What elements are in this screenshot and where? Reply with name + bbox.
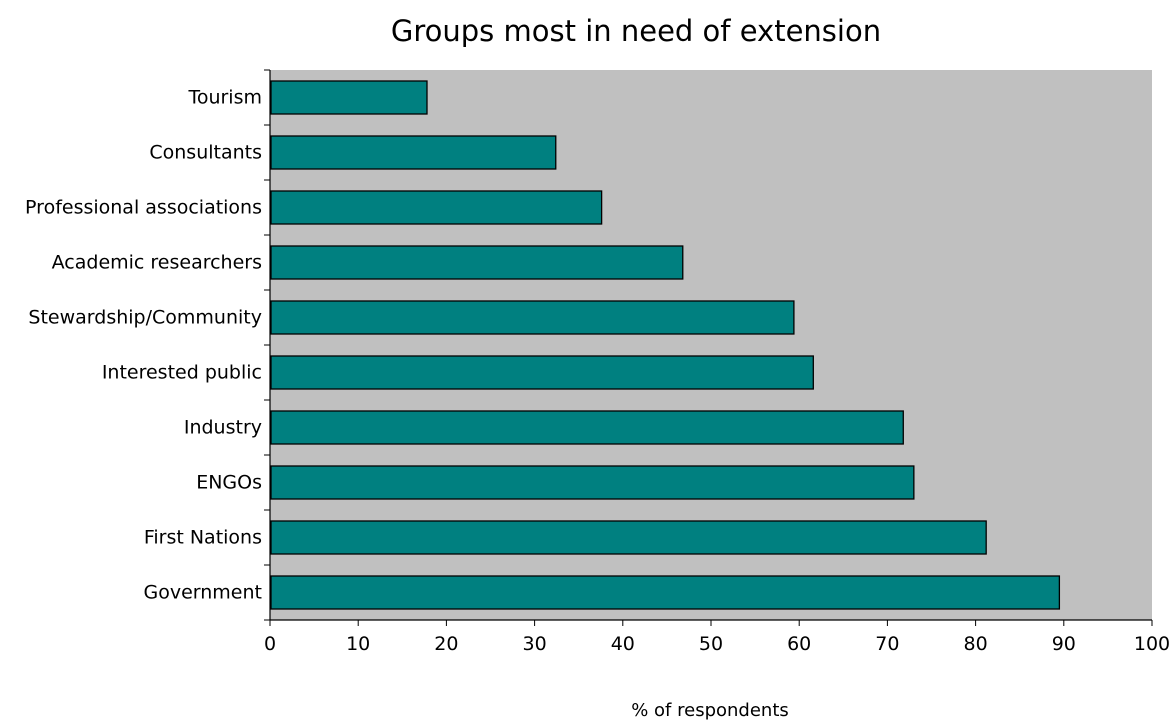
x-tick-label-5: 50	[699, 633, 723, 655]
category-label-7: ENGOs	[196, 472, 262, 494]
bar-2	[270, 190, 603, 225]
category-label-6: Industry	[184, 417, 262, 439]
chart-title: Groups most in need of extension	[391, 14, 881, 48]
x-tick-label-0: 0	[264, 633, 276, 655]
bar-6	[270, 410, 904, 445]
x-tick-label-1: 10	[346, 633, 370, 655]
bar-1	[270, 135, 557, 170]
category-label-0: Tourism	[187, 87, 262, 109]
x-tick-label-2: 20	[434, 633, 458, 655]
category-label-4: Stewardship/Community	[28, 307, 262, 329]
x-tick-label-6: 60	[787, 633, 811, 655]
x-tick-label-9: 90	[1052, 633, 1076, 655]
bar-0	[270, 80, 428, 115]
category-label-9: Government	[144, 582, 263, 604]
x-tick-label-8: 80	[964, 633, 988, 655]
bar-7	[270, 465, 915, 500]
bar-5	[270, 355, 814, 390]
x-axis-title: % of respondents	[631, 700, 789, 721]
x-tick-labels: 0 10 20 30 40 50 60 70 80 90 100	[264, 633, 1170, 655]
bar-4	[270, 300, 795, 335]
category-label-8: First Nations	[144, 527, 262, 549]
x-tick-label-10: 100	[1134, 633, 1170, 655]
category-label-3: Academic researchers	[52, 252, 262, 274]
bar-9	[270, 575, 1061, 610]
x-tick-label-7: 70	[875, 633, 899, 655]
category-label-5: Interested public	[102, 362, 262, 384]
bars-group	[270, 80, 1061, 610]
x-tick-label-3: 30	[523, 633, 547, 655]
x-tick-label-4: 40	[611, 633, 635, 655]
category-label-1: Consultants	[149, 142, 262, 164]
axes-group	[264, 69, 1153, 626]
bar-8	[270, 520, 987, 555]
bar-3	[270, 245, 684, 280]
category-labels: Tourism Consultants Professional associati…	[25, 87, 262, 604]
category-label-2: Professional associations	[25, 197, 262, 219]
